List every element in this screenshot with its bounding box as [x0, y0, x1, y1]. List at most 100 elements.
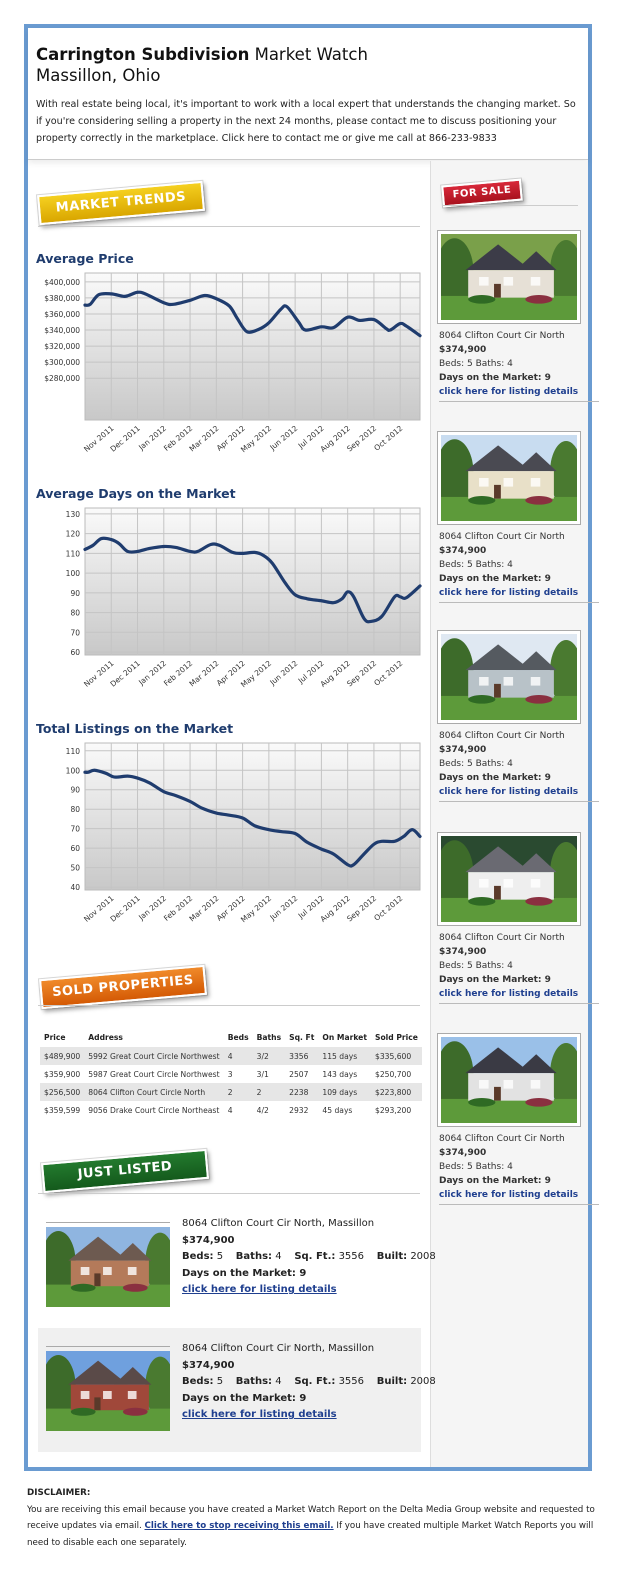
card-address: 8064 Clifton Court Cir North — [439, 1134, 565, 1144]
col-baths: Baths — [256, 1032, 282, 1042]
table-cell: 45 days — [322, 1105, 353, 1115]
table-cell: 3/1 — [256, 1069, 269, 1079]
y-tick-label: 100 — [66, 766, 81, 775]
card-days: Days on the Market: 9 — [439, 373, 551, 383]
y-tick-label: $340,000 — [44, 326, 80, 335]
listing-specs: Beds: 5 Baths: 4 Sq. Ft.: 3556 Built: 20… — [182, 1251, 436, 1262]
listing-photo[interactable] — [46, 1222, 170, 1307]
unsubscribe-link[interactable]: Click here to stop receiving this email. — [144, 1521, 334, 1531]
house-photo — [46, 1351, 170, 1431]
x-tick-label: Jun 2012 — [267, 893, 299, 922]
for-sale-photo[interactable] — [437, 431, 581, 525]
y-tick-label: $280,000 — [44, 374, 80, 383]
x-tick-label: Mar 2012 — [188, 423, 221, 453]
card-details-link[interactable]: click here for listing details — [439, 1188, 599, 1205]
card-address: 8064 Clifton Court Cir North — [439, 731, 565, 741]
y-tick-label: 90 — [70, 589, 80, 598]
for-sale-card: 8064 Clifton Court Cir North $374,900 Be… — [439, 931, 599, 1004]
sidebar — [430, 161, 588, 1467]
table-cell: $335,600 — [370, 1047, 422, 1065]
x-tick-label: Mar 2012 — [188, 658, 221, 688]
table-cell: 3/2 — [252, 1047, 286, 1065]
house-photo — [441, 234, 577, 320]
table-cell: 8064 Clifton Court Circle North — [84, 1083, 224, 1101]
house-photo — [441, 836, 577, 922]
table-cell: $256,500 — [40, 1083, 85, 1101]
x-tick-label: Dec 2011 — [108, 658, 142, 688]
x-tick-label: Oct 2012 — [372, 424, 404, 453]
card-price: $374,900 — [439, 745, 487, 755]
table-cell: $250,700 — [374, 1069, 412, 1079]
card-beds-baths: Beds: 5 Baths: 4 — [439, 961, 513, 971]
listing-details-link[interactable]: click here for listing details — [182, 1284, 337, 1295]
col-beds: Beds — [227, 1032, 249, 1042]
col-sqft: Sq. Ft — [289, 1032, 315, 1042]
house-photo — [46, 1227, 170, 1307]
col-sold-price: Sold Price — [374, 1032, 418, 1042]
listing-price: $374,900 — [182, 1359, 235, 1371]
listing-details-link[interactable]: click here for listing details — [182, 1409, 337, 1420]
y-tick-label: 110 — [66, 747, 81, 756]
table-row: $256,500 8064 Clifton Court Circle North 2… — [40, 1083, 422, 1101]
card-details-link[interactable]: click here for listing details — [439, 586, 599, 603]
table-cell: 2 — [223, 1083, 253, 1101]
table-row: $359,900 5987 Great Court Circle Northwes… — [40, 1065, 422, 1083]
for-sale-card: 8064 Clifton Court Cir North $374,900 Be… — [439, 729, 599, 802]
card-price: $374,900 — [439, 947, 487, 957]
for-sale-photo[interactable] — [437, 832, 581, 926]
page-subtitle: Massillon, Ohio — [36, 66, 161, 85]
sold-properties-table: Price Address Beds Baths Sq. Ft On Marke… — [40, 1027, 422, 1119]
for-sale-photo[interactable] — [437, 1033, 581, 1127]
y-tick-label: 130 — [66, 510, 81, 519]
y-tick-label: 80 — [70, 609, 80, 618]
for-sale-photo[interactable] — [437, 230, 581, 324]
table-cell: 3 — [227, 1069, 233, 1079]
table-cell: 2238 — [285, 1083, 319, 1101]
y-tick-label: 60 — [70, 844, 80, 853]
title-subdivision: Carrington Subdivision — [36, 45, 250, 64]
card-details-link[interactable]: click here for listing details — [439, 785, 599, 802]
x-tick-label: Jun 2012 — [267, 423, 299, 452]
col-on-market: On Market — [322, 1032, 367, 1042]
table-cell: 115 days — [318, 1047, 371, 1065]
house-photo — [441, 435, 577, 521]
card-details-link[interactable]: click here for listing details — [439, 987, 599, 1004]
table-row: $489,900 5992 Great Court Circle Northwes… — [40, 1047, 422, 1065]
chart-title-total-listings: Total Listings on the Market — [36, 721, 234, 736]
listing-photo[interactable] — [46, 1346, 170, 1431]
just-listed-item: 8064 Clifton Court Cir North, Massillon … — [182, 1216, 436, 1299]
listing-specs: Beds: 5 Baths: 4 Sq. Ft.: 3556 Built: 20… — [182, 1376, 436, 1387]
listing-days: Days on the Market: 9 — [182, 1267, 307, 1279]
card-beds-baths: Beds: 5 Baths: 4 — [439, 759, 513, 769]
chart-title-average-price: Average Price — [36, 251, 134, 266]
divider — [442, 205, 578, 206]
table-cell: 5992 Great Court Circle Northwest — [84, 1047, 224, 1065]
card-beds-baths: Beds: 5 Baths: 4 — [439, 359, 513, 369]
card-days: Days on the Market: 9 — [439, 1176, 551, 1186]
table-cell: $293,200 — [374, 1105, 412, 1115]
x-tick-label: Sep 2012 — [345, 658, 378, 688]
y-tick-label: $380,000 — [44, 294, 80, 303]
title-market-watch: Market Watch — [254, 45, 368, 64]
plot-area — [84, 507, 421, 656]
y-tick-label: 70 — [70, 628, 80, 637]
y-tick-label: $320,000 — [44, 342, 80, 351]
for-sale-photo[interactable] — [437, 630, 581, 724]
y-tick-label: 50 — [70, 864, 80, 873]
card-days: Days on the Market: 9 — [439, 574, 551, 584]
header — [28, 28, 588, 160]
table-row: $359,599 9056 Drake Court Circle Northeas… — [40, 1101, 422, 1119]
for-sale-card: 8064 Clifton Court Cir North $374,900 Be… — [439, 329, 599, 402]
table-cell: 2 — [252, 1083, 286, 1101]
listing-address: 8064 Clifton Court Cir North, Massillon — [182, 1343, 375, 1354]
table-cell: 5987 Great Court Circle Northwest — [88, 1069, 220, 1079]
y-tick-label: 60 — [70, 648, 80, 657]
house-photo — [441, 1037, 577, 1123]
card-price: $374,900 — [439, 546, 487, 556]
card-days: Days on the Market: 9 — [439, 975, 551, 985]
listing-days: Days on the Market: 9 — [182, 1392, 307, 1404]
table-cell: $489,900 — [40, 1047, 85, 1065]
card-details-link[interactable]: click here for listing details — [439, 385, 599, 402]
intro-text[interactable]: With real estate being local, it's impor… — [36, 99, 576, 144]
